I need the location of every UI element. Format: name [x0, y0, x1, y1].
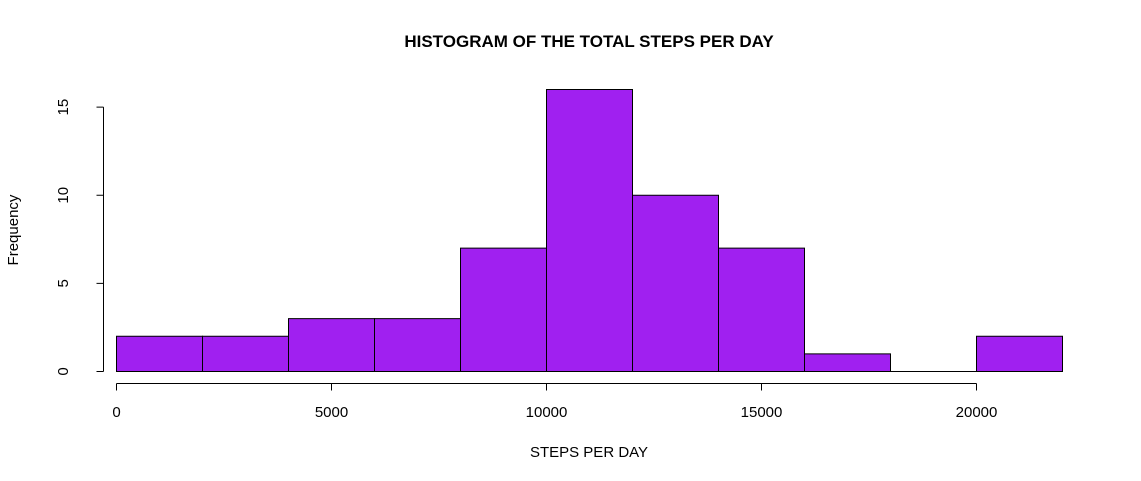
histogram-bar-6 — [632, 194, 719, 372]
x-tick-label-1: 5000 — [315, 404, 348, 421]
histogram-bar-1 — [202, 335, 289, 372]
histogram-bar-4 — [460, 247, 547, 372]
x-tick-label-0: 0 — [112, 404, 120, 421]
histogram-bar-8 — [804, 353, 891, 372]
histogram-bar-5 — [546, 89, 633, 372]
chart-title: HISTOGRAM OF THE TOTAL STEPS PER DAY — [404, 32, 774, 51]
y-axis-label: Frequency — [5, 194, 22, 265]
histogram-bar-10 — [976, 335, 1063, 372]
y-tick-label-1: 5 — [55, 279, 72, 287]
y-tick-label-0: 0 — [55, 367, 72, 375]
x-tick-label-3: 15000 — [741, 404, 783, 421]
histogram-bar-3 — [374, 318, 461, 372]
y-tick-label-2: 10 — [55, 187, 72, 204]
x-tick-label-4: 20000 — [956, 404, 998, 421]
bars-group — [116, 89, 1063, 372]
x-tick-label-2: 10000 — [526, 404, 568, 421]
x-axis: 0 5000 10000 15000 20000 — [112, 383, 998, 421]
histogram-bar-2 — [288, 318, 375, 372]
y-tick-label-3: 15 — [55, 99, 72, 116]
histogram-bar-0 — [116, 335, 203, 372]
y-axis: 0 5 10 15 — [55, 99, 104, 376]
x-axis-label: STEPS PER DAY — [530, 444, 648, 461]
histogram-bar-7 — [718, 247, 805, 372]
